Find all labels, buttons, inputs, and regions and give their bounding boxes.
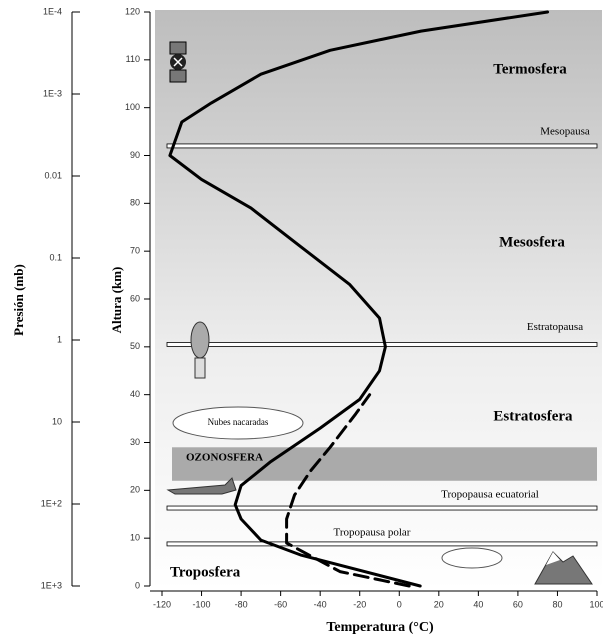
layer-label: Mesosfera bbox=[499, 234, 565, 250]
boundary-label: Tropopausa polar bbox=[334, 526, 411, 538]
y-tick-label: 110 bbox=[126, 54, 140, 64]
ozone-label: OZONOSFERA bbox=[186, 452, 263, 464]
cloud-label: Nubes nacaradas bbox=[208, 417, 269, 427]
x-tick-label: -80 bbox=[235, 599, 248, 609]
y-axis-title: Altura (km) bbox=[109, 267, 124, 334]
ozone-band bbox=[172, 447, 597, 481]
x-tick-label: 60 bbox=[513, 599, 523, 609]
boundary-label: Tropopausa ecuatorial bbox=[441, 489, 539, 501]
mountain-icon bbox=[534, 551, 593, 585]
boundary-label: Estratopausa bbox=[527, 321, 583, 333]
y2-axis-title: Presión (mb) bbox=[11, 264, 26, 336]
y-tick-label: 10 bbox=[130, 533, 140, 543]
x-tick-label: -40 bbox=[314, 599, 327, 609]
satellite-icon bbox=[169, 41, 187, 83]
boundary-line bbox=[166, 541, 598, 547]
y2-tick-label: 1 bbox=[57, 334, 62, 344]
boundary-line bbox=[166, 505, 598, 511]
y2-tick-label: 1E+3 bbox=[41, 580, 62, 590]
y-tick-label: 70 bbox=[130, 246, 140, 256]
marks bbox=[71, 10, 598, 596]
y-tick-label: 90 bbox=[130, 150, 140, 160]
x-axis-title: Temperatura (°C) bbox=[326, 620, 434, 635]
layer-label: Troposfera bbox=[170, 564, 241, 580]
temperature-curve bbox=[168, 10, 550, 588]
y2-tick-label: 1E+2 bbox=[41, 498, 62, 508]
x-tick-label: 0 bbox=[397, 599, 402, 609]
y2-tick-label: 0.1 bbox=[49, 252, 62, 262]
y-tick-label: 50 bbox=[130, 341, 140, 351]
layer-label: Estratosfera bbox=[493, 408, 573, 424]
y-tick-label: 80 bbox=[130, 198, 140, 208]
x-tick-label: 100 bbox=[589, 599, 603, 609]
y-tick-label: 60 bbox=[130, 293, 140, 303]
balloon-icon bbox=[190, 321, 210, 379]
x-tick-label: 20 bbox=[434, 599, 444, 609]
y-tick-label: 40 bbox=[130, 389, 140, 399]
plot-background bbox=[155, 10, 602, 590]
y2-tick-label: 10 bbox=[52, 416, 62, 426]
y-tick-label: 20 bbox=[130, 485, 140, 495]
y2-tick-label: 1E-3 bbox=[43, 88, 62, 98]
x-tick-label: -100 bbox=[193, 599, 211, 609]
y-tick-label: 0 bbox=[135, 580, 140, 590]
y2-tick-label: 0.01 bbox=[44, 170, 62, 180]
boundary-line bbox=[166, 342, 598, 347]
labels: OZONOSFERA Mesopausa Estratopausa Tropopaus… bbox=[11, 6, 603, 635]
cloud-icon bbox=[441, 547, 503, 569]
boundary-line bbox=[166, 143, 598, 149]
cloud-icon bbox=[172, 406, 304, 440]
plane-icon bbox=[166, 477, 237, 495]
temperature-curve bbox=[285, 393, 411, 588]
y-tick-label: 120 bbox=[125, 6, 140, 16]
x-tick-label: -120 bbox=[153, 599, 171, 609]
y-tick-label: 100 bbox=[125, 102, 140, 112]
x-tick-label: 80 bbox=[552, 599, 562, 609]
layer-label: Termosfera bbox=[493, 61, 567, 77]
x-tick-label: -20 bbox=[353, 599, 366, 609]
y2-tick-label: 1E-4 bbox=[43, 6, 62, 16]
x-tick-label: 40 bbox=[473, 599, 483, 609]
x-tick-label: -60 bbox=[274, 599, 287, 609]
boundary-label: Mesopausa bbox=[540, 125, 590, 137]
y-tick-label: 30 bbox=[130, 437, 140, 447]
